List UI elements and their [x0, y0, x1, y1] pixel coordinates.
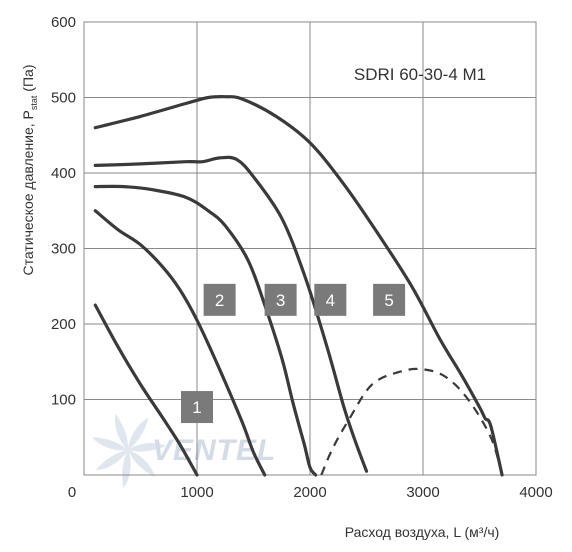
fan-blade-icon	[128, 450, 155, 478]
curve-badge-4	[314, 283, 347, 316]
curve-4	[93, 155, 369, 473]
curve-badge-label: 5	[384, 291, 393, 310]
curves	[93, 94, 504, 477]
x-tick-label: 3000	[406, 484, 439, 501]
curve-badge-label: 2	[215, 291, 224, 310]
y-tick-label: 300	[51, 241, 76, 258]
chart-title: SDRI 60-30-4 M1	[354, 65, 486, 84]
fan-blade-icon	[114, 413, 129, 450]
system-curve-dashed	[320, 367, 504, 476]
y-tick-label: 600	[51, 14, 76, 31]
curve-2	[93, 209, 267, 477]
y-tick-label: 400	[51, 165, 76, 182]
fan-blade-icon	[128, 443, 166, 452]
curve-badge-5	[373, 283, 406, 316]
curve-3	[93, 184, 318, 477]
curve-badge-1	[181, 391, 213, 424]
watermark-logo: VENTEL	[92, 413, 276, 488]
grid	[83, 21, 537, 476]
x-axis-label: Расход воздуха, L (м³/ч)	[345, 524, 500, 540]
x-tick-label: 1000	[180, 484, 213, 501]
tick-labels: 100 200 300 400 500 600 0 1000 2000 3000 4000	[51, 14, 553, 501]
watermark-text: VENTEL	[152, 434, 276, 467]
x-tick-label: 2000	[293, 484, 326, 501]
x-tick-label: 4000	[519, 484, 552, 501]
y-tick-label: 200	[51, 316, 76, 333]
curve-1	[93, 303, 199, 477]
y-tick-label: 500	[51, 90, 76, 107]
curve-badge-3	[264, 283, 297, 316]
curve-badge-label: 1	[192, 398, 201, 417]
curve-badge-label: 4	[326, 291, 335, 310]
x-tick-label: 0	[68, 484, 76, 501]
curve-5	[93, 94, 504, 477]
fan-blade-icon	[95, 450, 128, 471]
fan-blade-icon	[122, 450, 131, 488]
y-tick-label: 100	[51, 392, 76, 409]
fan-blade-icon	[128, 417, 149, 450]
y-axis-label: Статическое давление, Pstat (Па)	[20, 65, 39, 276]
curve-badge-label: 3	[276, 291, 285, 310]
curve-badges: 1 2 3 4 5	[181, 283, 406, 424]
curve-badge-2	[203, 283, 236, 316]
fan-blade-icon	[92, 437, 128, 451]
